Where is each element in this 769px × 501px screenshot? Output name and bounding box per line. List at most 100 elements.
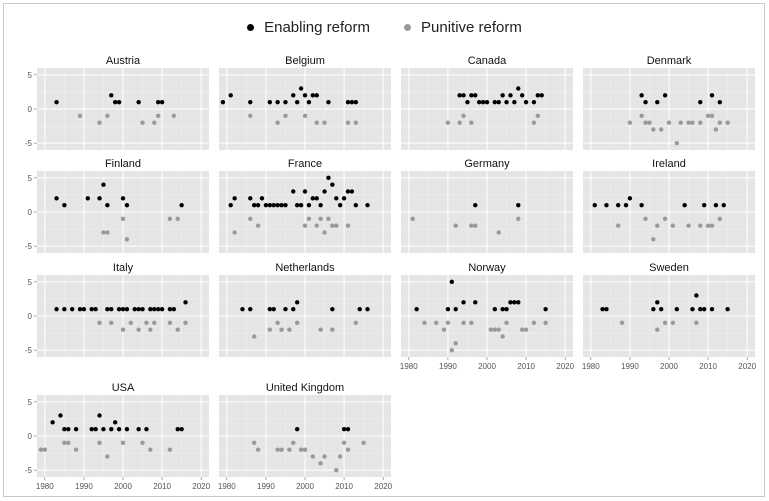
legend-item-enabling: Enabling reform [247,19,370,36]
enabling-point [255,202,261,208]
punitive-point [73,447,79,452]
enabling-point [623,202,629,208]
enabling-point [365,202,370,208]
punitive-point [302,223,308,228]
enabling-point [330,182,335,187]
panel-norway: Norway 1980 1990 2000 2010 2020 [400,262,575,371]
y-tick-label: -5 [25,242,33,251]
punitive-point [453,223,458,228]
enabling-point [271,202,276,208]
panel-title: Canada [468,55,507,67]
legend-label-enabling: Enabling reform [264,18,370,36]
y-tick-label: -5 [25,466,33,475]
punitive-point [279,447,284,452]
enabling-point [120,196,126,201]
enabling-point [283,202,288,208]
panel-title: Germany [464,158,510,170]
enabling-point [655,300,660,305]
y-tick-label: 5 [28,71,33,80]
enabling-point [713,202,719,208]
enabling-point [271,306,276,312]
enabling-point [504,306,509,312]
enabling-point [171,306,177,312]
punitive-point [334,223,339,228]
enabling-point [627,196,633,201]
enabling-point [136,306,141,312]
enabling-point [50,420,55,425]
enabling-point [248,196,253,201]
punitive-point [690,120,695,125]
punitive-point [322,120,327,125]
punitive-point [124,237,130,242]
punitive-point [101,230,106,235]
enabling-point [453,306,458,312]
enabling-point [473,300,478,305]
enabling-point [267,202,273,208]
enabling-point [93,426,98,432]
punitive-point [66,440,71,446]
enabling-point [298,202,304,208]
enabling-point [473,202,478,208]
enabling-point [136,99,141,105]
punitive-point [279,327,284,332]
enabling-point [651,306,656,312]
punitive-point [175,327,180,332]
enabling-point [116,306,122,312]
enabling-point [604,202,609,208]
enabling-point [294,300,300,305]
punitive-point [713,127,719,132]
punitive-point [314,120,319,125]
punitive-point [120,440,126,446]
enabling-point [543,306,548,312]
enabling-point [294,426,300,432]
enabling-point [516,300,521,305]
punitive-point [504,320,509,326]
enabling-point [694,293,699,298]
enabling-point [240,306,245,312]
punitive-point [326,216,331,222]
enabling-point [109,306,114,312]
punitive-point [655,327,660,332]
panel-title: France [288,158,322,170]
panel-title: Finland [105,158,141,170]
punitive-point [488,327,494,332]
punitive-point [298,447,304,452]
x-tick-label: 1990 [257,482,275,491]
punitive-point [705,223,711,228]
x-tick-label: 2020 [556,362,574,371]
enabling-point [484,99,490,105]
enabling-point [298,86,304,91]
panel-france: France [219,158,391,253]
enabling-point [345,189,351,194]
punitive-point [461,320,466,326]
punitive-point [148,327,153,332]
punitive-point [500,334,505,339]
punitive-point [155,113,161,119]
punitive-point [287,327,292,332]
punitive-point [345,447,351,452]
punitive-point [433,320,439,326]
enabling-point [326,175,331,181]
legend-marker-punitive [404,23,411,31]
enabling-point [54,306,59,312]
enabling-point [105,306,110,312]
punitive-point [658,127,664,132]
enabling-point [232,196,237,201]
enabling-point [97,413,102,418]
punitive-point [275,120,280,125]
enabling-point [136,426,141,432]
punitive-point [152,120,157,125]
enabling-point [175,426,180,432]
enabling-point [674,306,680,312]
punitive-point [283,113,288,119]
punitive-point [651,237,656,242]
enabling-point [112,99,118,105]
punitive-point [698,120,703,125]
enabling-point [306,99,312,105]
punitive-point [469,120,474,125]
punitive-point [128,320,134,326]
panel-canada: Canada [401,55,573,150]
enabling-point [516,202,521,208]
punitive-point [306,216,312,222]
